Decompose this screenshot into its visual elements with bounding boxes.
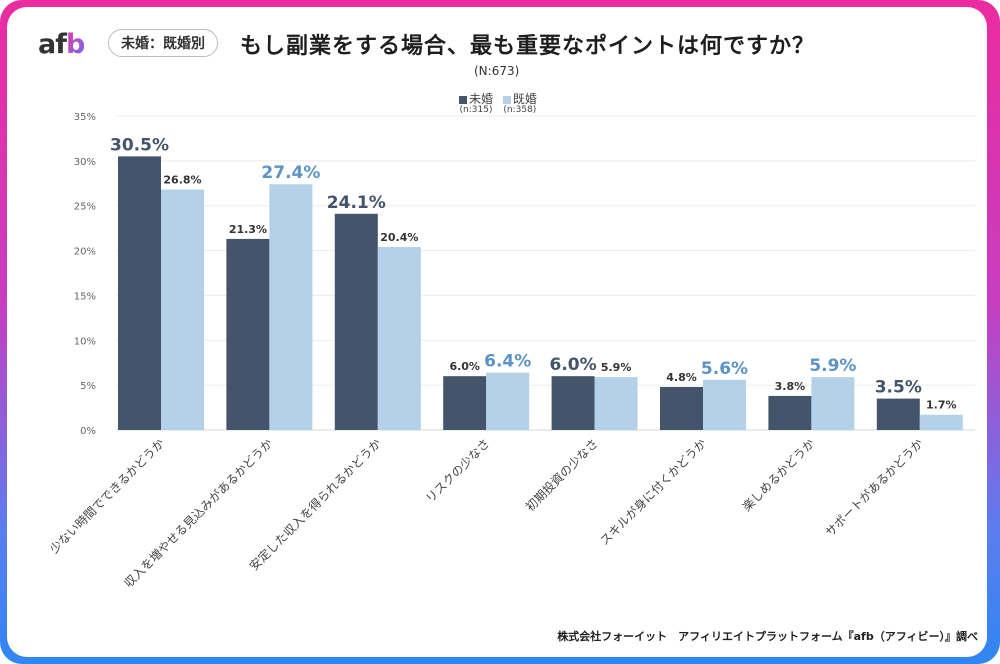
data-label-single: 4.8% [666, 371, 697, 384]
data-label-married: 26.8% [163, 174, 201, 187]
legend-item-married: 既婚 (n:358) [502, 90, 537, 115]
y-tick-label: 25% [74, 202, 96, 213]
chart-title: もし副業をする場合、最も重要なポイントは何ですか？ [240, 34, 816, 59]
bar-married [703, 379, 746, 430]
bar-single [551, 376, 595, 430]
bar-married [594, 377, 638, 430]
bar-single [334, 213, 378, 430]
segment-tag: 未婚：既婚別 [108, 29, 218, 57]
data-label-married: 27.4% [261, 163, 320, 183]
category-label: 安定した収入を得られるかどうか [246, 436, 384, 574]
source-credit: 株式会社フォーイット アフィリエイトプラットフォーム『afb（アフィビー）』調べ [557, 630, 978, 643]
bar-single [443, 376, 487, 430]
category-label: スキルが身に付くかどうか [597, 436, 709, 548]
data-label-married: 5.9% [601, 361, 632, 374]
data-label-single: 21.3% [229, 223, 267, 236]
sample-size: (N:673) [474, 64, 520, 78]
category-label: 楽しめるかどうか [740, 436, 818, 514]
bar-married [486, 372, 530, 430]
data-label-single: 3.5% [875, 378, 922, 398]
legend-item-single: 未婚 (n:315) [459, 90, 493, 115]
category-label: サポートがあるかどうか [822, 436, 926, 540]
data-label-married: 20.4% [380, 231, 418, 244]
bar-married [377, 246, 421, 430]
afb-logo: afb [38, 29, 85, 60]
legend-n-married: (n:358) [503, 105, 537, 115]
bar-married [269, 184, 313, 430]
data-label-single: 6.0% [449, 360, 480, 373]
data-label-married: 6.4% [484, 352, 531, 372]
y-tick-label: 15% [74, 291, 96, 302]
bar-married [811, 377, 855, 430]
y-tick-label: 0% [80, 426, 96, 437]
bar-single [660, 386, 703, 430]
y-tick-label: 30% [74, 157, 96, 168]
bar-single [876, 398, 920, 430]
logo-text: af [38, 29, 67, 60]
y-tick-label: 20% [74, 247, 96, 258]
data-label-single: 3.8% [775, 380, 806, 393]
legend-n-single: (n:315) [459, 105, 493, 115]
bar-single [768, 395, 812, 430]
y-tick-label: 10% [74, 336, 96, 347]
bar-married [919, 414, 963, 430]
data-label-married: 5.6% [701, 359, 748, 379]
legend: 未婚 (n:315) 既婚 (n:358) [459, 90, 543, 115]
data-label-married: 1.7% [926, 399, 957, 412]
category-label: 少ない時間でできるかどうか [47, 436, 167, 556]
legend-swatch-single [459, 95, 467, 104]
category-label: 初期投資の少なさ [522, 436, 600, 514]
y-tick-label: 5% [80, 381, 96, 392]
data-label-single: 30.5% [110, 135, 169, 155]
category-label: リスクの少なさ [423, 436, 492, 505]
data-label-single: 24.1% [327, 193, 386, 213]
y-tick-label: 35% [74, 112, 96, 123]
legend-swatch-married [502, 95, 511, 104]
bar-married [161, 189, 204, 430]
legend-label-married: 既婚 [512, 92, 537, 106]
bar-single [118, 156, 161, 430]
legend-label-single: 未婚 [469, 92, 494, 106]
logo-accent: b [65, 29, 85, 60]
data-label-married: 5.9% [809, 356, 856, 376]
data-label-single: 6.0% [550, 355, 597, 375]
bar-single [226, 238, 270, 430]
